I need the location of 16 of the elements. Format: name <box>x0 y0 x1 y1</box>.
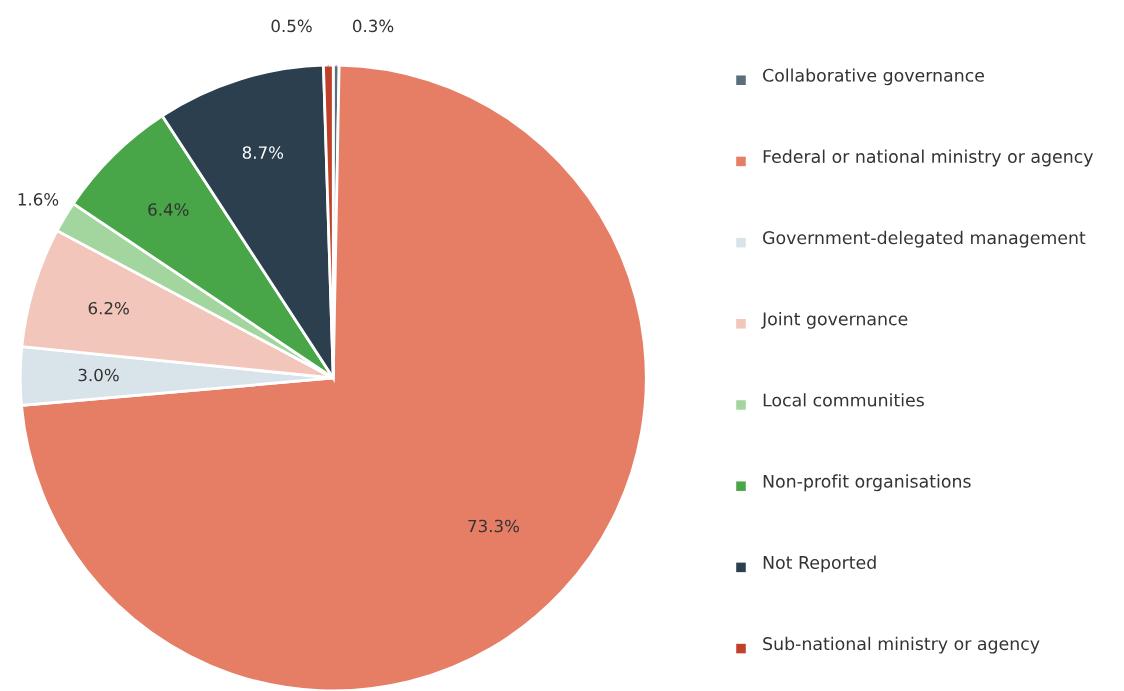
legend-label: Government-delegated management <box>763 230 1086 248</box>
data-label: 1.6% <box>18 193 59 206</box>
data-label: 0.3% <box>352 19 394 33</box>
legend-label: Local communities <box>763 393 924 407</box>
legend-label: Collaborative governance <box>763 68 984 86</box>
legend-label: Non-profit organisations <box>763 474 971 492</box>
data-label: 3.0% <box>78 368 119 382</box>
legend-label: Federal or national ministry or agency <box>763 149 1094 167</box>
legend-label: Sub-national ministry or agency <box>763 636 1040 654</box>
data-label: 8.7% <box>242 146 284 159</box>
data-label: 6.4% <box>148 203 189 216</box>
data-label: 0.5% <box>271 19 312 33</box>
data-label: 6.2% <box>88 301 129 315</box>
legend-label: Not Reported <box>763 555 876 573</box>
data-label: 73.3% <box>468 519 520 533</box>
legend-label: Joint governance <box>761 311 908 329</box>
